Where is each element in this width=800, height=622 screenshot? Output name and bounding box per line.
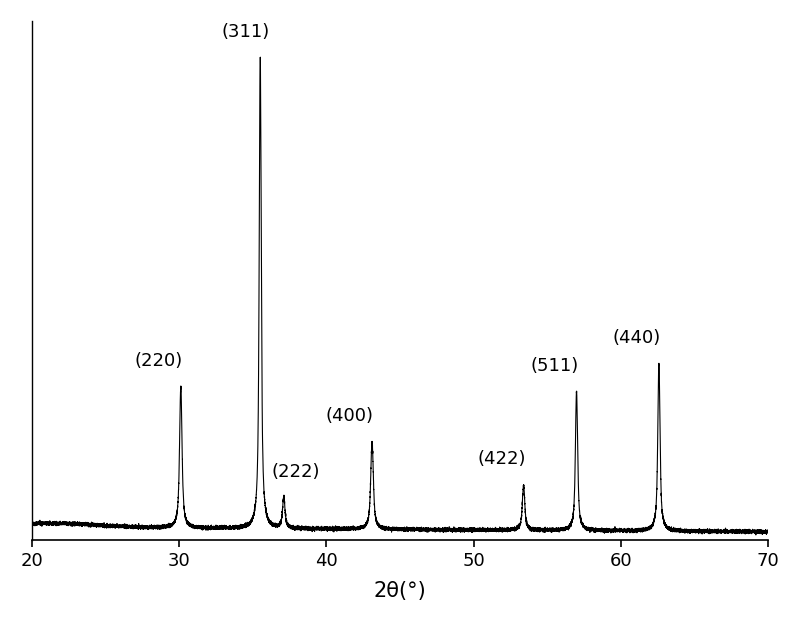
Text: (222): (222) xyxy=(271,463,320,481)
Text: (511): (511) xyxy=(530,357,578,375)
Text: (422): (422) xyxy=(478,450,526,468)
Text: (400): (400) xyxy=(326,407,374,425)
Text: (311): (311) xyxy=(222,23,270,41)
Text: (220): (220) xyxy=(134,351,183,369)
Text: (440): (440) xyxy=(613,328,661,346)
X-axis label: 2θ(°): 2θ(°) xyxy=(374,581,426,601)
